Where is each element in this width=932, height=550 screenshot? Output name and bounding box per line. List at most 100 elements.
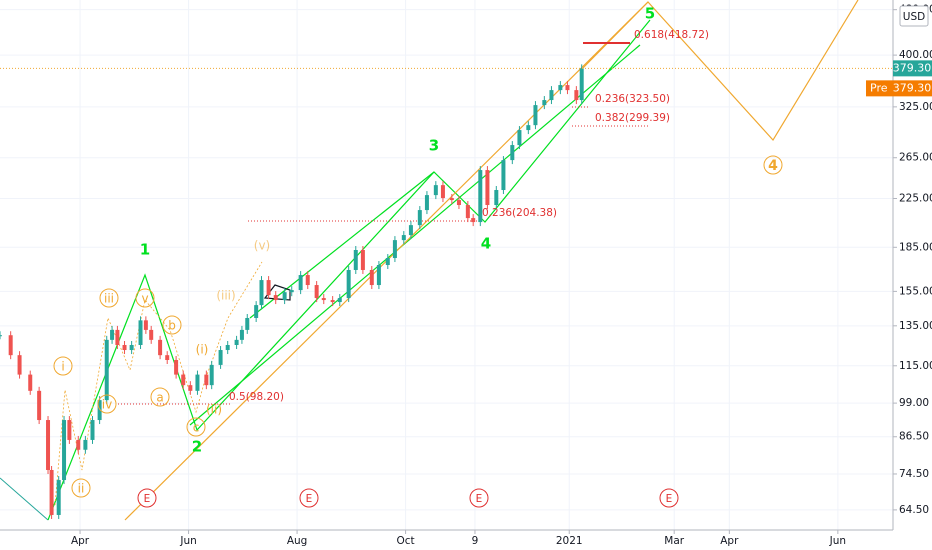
candle-body: [369, 269, 374, 286]
candle-body: [0, 335, 2, 337]
candle-body: [471, 218, 476, 223]
candle-body: [218, 350, 223, 365]
fib-label: 0.618(418.72): [634, 29, 709, 41]
event-label: E: [306, 493, 313, 505]
candle-body: [337, 298, 342, 303]
candle-body: [485, 170, 490, 206]
candle-body: [314, 285, 319, 299]
wave-label: 4: [481, 235, 491, 253]
candle-body: [533, 105, 538, 126]
candle-body: [129, 344, 134, 351]
x-tick-label: Jun: [179, 535, 196, 547]
candle-body: [239, 329, 244, 340]
wave-label: b: [168, 319, 176, 333]
candle-body: [401, 235, 406, 241]
candle-body: [8, 335, 13, 356]
axis-labels: 480.00400.00325.00265.00225.00185.00155.…: [71, 4, 932, 547]
wave-circle: [71, 478, 91, 498]
wave-circle: [135, 288, 155, 308]
candle-body: [165, 355, 170, 360]
candle-body: [526, 125, 531, 131]
currency-box[interactable]: [899, 5, 929, 27]
candle-body: [67, 420, 72, 440]
channel-line: [249, 171, 435, 319]
candle-body: [501, 160, 506, 191]
candle-body: [305, 275, 310, 286]
wave-label: iii: [104, 292, 114, 306]
candle-body: [104, 339, 109, 401]
events: E E E E: [137, 488, 679, 508]
wave-line: [47, 19, 651, 521]
event-label: E: [476, 493, 483, 505]
event-label: E: [144, 493, 151, 505]
candle-body: [478, 170, 483, 223]
event-marker: [659, 488, 679, 508]
wave-label: ii: [78, 482, 85, 496]
candle-body: [574, 90, 579, 101]
candle-body: [97, 400, 102, 421]
candle-body: [90, 420, 95, 440]
y-tick-label: 86.50: [899, 431, 929, 443]
wave-label: (i): [196, 343, 209, 357]
candle-body: [234, 339, 239, 345]
candle-body: [360, 249, 365, 270]
candle-body: [143, 320, 148, 330]
candle-body: [158, 339, 163, 356]
candle-body: [376, 265, 381, 286]
premarket-label: 379.30: [893, 81, 932, 94]
candle-body: [392, 240, 397, 259]
wave-label: 3: [429, 137, 439, 155]
candle-body: [273, 295, 278, 301]
wave-label: (v): [254, 239, 270, 253]
candle-body: [209, 364, 214, 386]
candle-body: [542, 100, 547, 106]
candle-body: [225, 344, 230, 351]
wave-label: c: [193, 421, 200, 435]
candle-body: [56, 480, 61, 515]
y-tick-label: 115.00: [899, 360, 932, 372]
event-label: E: [666, 493, 673, 505]
candle-body: [565, 85, 570, 91]
candle-body: [517, 130, 522, 146]
y-tick-label: 64.50: [899, 504, 929, 516]
candle-body: [245, 317, 250, 330]
fib-label: 0.382(299.39): [595, 112, 670, 124]
x-tick-label: Apr: [720, 535, 739, 547]
candle-body: [440, 185, 445, 199]
wave-label: (ii): [206, 403, 222, 417]
y-tick-label: 135.00: [899, 320, 932, 332]
candle-body: [321, 298, 326, 301]
candle-body: [465, 205, 470, 219]
triangle: [263, 284, 291, 301]
candle-body: [433, 185, 438, 196]
fib-label: 0.236(204.38): [482, 207, 557, 219]
candle-body: [259, 280, 264, 306]
fib-label: 0.236(323.50): [595, 93, 670, 105]
candle-body: [289, 290, 294, 293]
candle-body: [510, 145, 515, 161]
wave-label: 5: [645, 5, 655, 23]
candle-body: [83, 439, 88, 450]
candle-body: [549, 90, 554, 101]
wave-label: 2: [192, 438, 202, 456]
event-marker: [137, 488, 157, 508]
y-tick-label: 74.50: [899, 468, 929, 480]
premarket-tag: [866, 80, 932, 97]
candle-body: [28, 374, 33, 391]
candle-body: [385, 258, 390, 266]
candle-body: [330, 300, 335, 303]
candle-body: [122, 344, 127, 351]
candle-body: [195, 374, 200, 391]
candle-body: [417, 210, 422, 226]
y-tick-label: 265.00: [899, 152, 932, 164]
x-tick-label: Apr: [71, 535, 90, 547]
candle-body: [579, 68, 584, 101]
wave-circle: [150, 387, 170, 407]
wave-projection: [582, 0, 859, 141]
candle-body: [181, 374, 186, 386]
candle-body: [149, 329, 154, 340]
candle-body: [46, 420, 51, 470]
candle-body: [110, 329, 115, 340]
